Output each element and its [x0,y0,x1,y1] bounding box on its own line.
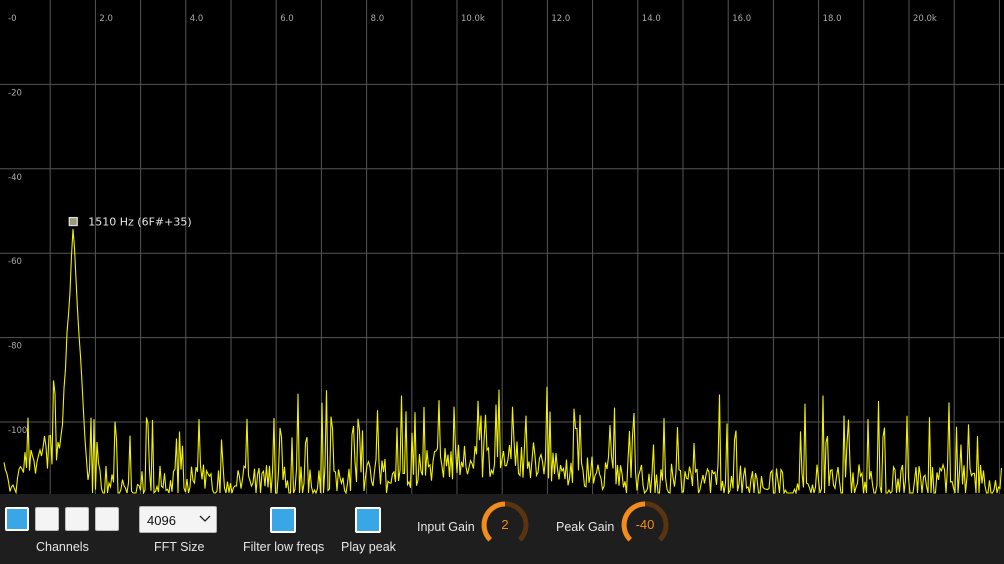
fft-size-value: 4096 [147,513,176,528]
play-peak-checkbox[interactable] [355,507,381,533]
peak-marker [68,216,78,227]
x-tick-label: 10.0k [461,14,485,24]
peak-gain-knob[interactable]: -40 [618,498,672,552]
x-tick-label: 8.0 [371,14,385,24]
x-tick-label: 6.0 [280,14,294,24]
x-tick-label: 2.0 [99,14,113,24]
y-tick-label: -60 [8,257,22,267]
filter-low-freqs-checkbox[interactable] [270,507,296,533]
play-peak-label: Play peak [341,540,396,554]
y-tick-label: -40 [8,173,22,183]
spectrum-trace [3,228,1003,494]
input-gain-knob[interactable]: 2 [478,498,532,552]
x-tick-label: 18.0 [823,14,842,24]
peak-gain-label: Peak Gain [556,520,615,534]
x-tick-label: 16.0 [732,14,751,24]
channel-4-toggle[interactable] [95,507,119,531]
knob-dial-icon [621,501,669,542]
filter-low-freqs-label: Filter low freqs [243,540,325,554]
fft-size-select[interactable]: 4096 [139,506,217,533]
channels-label: Channels [36,540,89,554]
x-tick-label: 20.0k [913,14,937,24]
x-tick-label: 4.0 [190,14,204,24]
y-tick-label: -20 [8,88,22,98]
x-tick-label: 12.0 [551,14,570,24]
spectrum-plot: -0 2.0 4.0 6.0 8.0 10.0k 12.0 14.0 16.0 18.0 20.0k… [0,0,1004,494]
channel-2-toggle[interactable] [35,507,59,531]
peak-label: 1510 Hz (6F#+35) [88,216,191,229]
fft-size-label: FFT Size [154,540,205,554]
channel-3-toggle[interactable] [65,507,89,531]
chevron-down-icon [199,515,211,522]
x-tick-label: 14.0 [642,14,661,24]
x-tick-label: -0 [8,14,16,24]
control-bar: Channels 4096 FFT Size Filter low freqs … [0,494,1004,564]
y-tick-label: -100 [8,426,27,436]
y-tick-label: -80 [8,342,22,352]
input-gain-label: Input Gain [417,520,475,534]
peak-gain-value: -40 [635,517,655,532]
channel-1-toggle[interactable] [5,507,29,531]
knob-dial-icon [481,501,529,542]
input-gain-value: 2 [501,517,509,532]
